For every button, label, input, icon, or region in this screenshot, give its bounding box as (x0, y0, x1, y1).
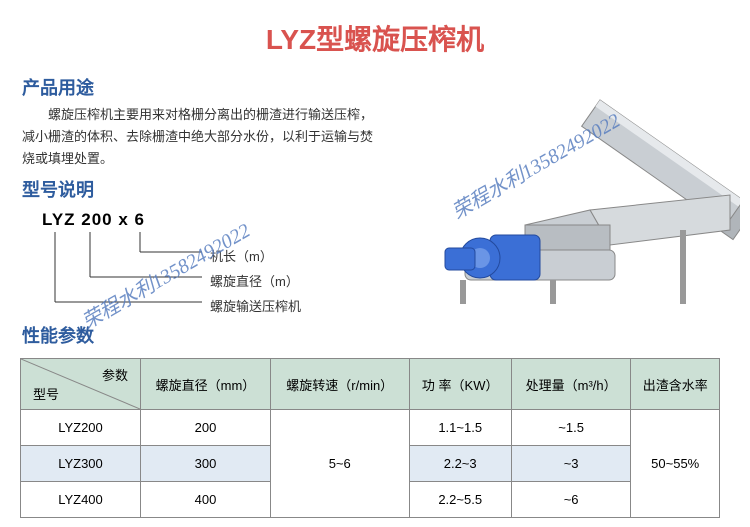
cell-capacity: ~6 (511, 482, 631, 518)
usage-description: 螺旋压榨机主要用来对格栅分离出的栅渣进行输送压榨，减小栅渣的体积、去除栅渣中绝大… (0, 104, 380, 170)
cell-power: 2.2~3 (409, 446, 511, 482)
model-label-length: 机长（m） (210, 246, 273, 265)
table-col-water: 出渣含水率 (631, 359, 720, 410)
table-header-param-label: 参数 (25, 365, 136, 384)
table-col-capacity: 处理量（m³/h） (511, 359, 631, 410)
cell-capacity: ~3 (511, 446, 631, 482)
cell-diameter: 200 (141, 410, 271, 446)
cell-capacity: ~1.5 (511, 410, 631, 446)
page-title: LYZ型螺旋压榨机 (0, 0, 750, 68)
table-row: LYZ200 200 5~6 1.1~1.5 ~1.5 50~55% (21, 410, 720, 446)
table-col-power: 功 率（KW） (409, 359, 511, 410)
cell-model: LYZ300 (21, 446, 141, 482)
cell-diameter: 300 (141, 446, 271, 482)
cell-model: LYZ400 (21, 482, 141, 518)
model-label-type: 螺旋输送压榨机 (210, 296, 301, 315)
cell-water-span: 50~55% (631, 410, 720, 518)
table-col-diameter: 螺旋直径（mm） (141, 359, 271, 410)
cell-power: 2.2~5.5 (409, 482, 511, 518)
model-label-diameter: 螺旋直径（m） (210, 271, 299, 290)
cell-speed-span: 5~6 (270, 410, 409, 518)
cell-power: 1.1~1.5 (409, 410, 511, 446)
table-header-model-label: 型号 (25, 384, 136, 403)
product-image (400, 80, 740, 320)
table-header-corner: 参数 型号 (21, 359, 141, 410)
parameter-table: 参数 型号 螺旋直径（mm） 螺旋转速（r/min） 功 率（KW） 处理量（m… (20, 358, 720, 518)
cell-diameter: 400 (141, 482, 271, 518)
cell-model: LYZ200 (21, 410, 141, 446)
table-col-speed: 螺旋转速（r/min） (270, 359, 409, 410)
